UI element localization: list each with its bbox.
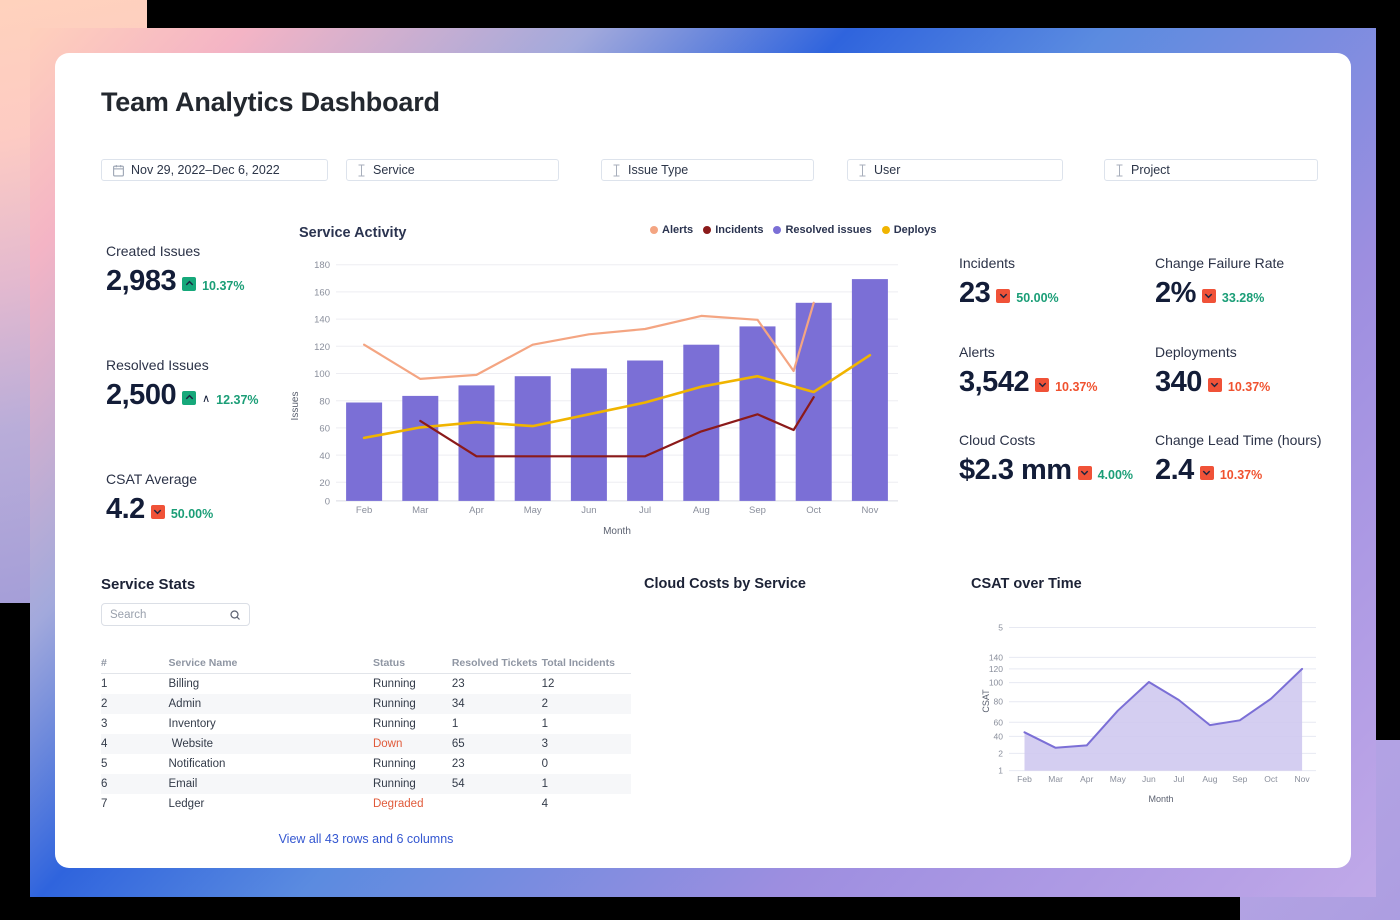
svg-text:140: 140 [314,315,330,326]
svg-text:Jul: Jul [639,505,651,516]
svg-text:Apr: Apr [1080,774,1093,784]
svg-text:5: 5 [998,623,1003,633]
svg-text:Aug: Aug [1202,774,1217,784]
svg-text:Nov: Nov [861,505,878,516]
svg-text:Sep: Sep [1232,774,1247,784]
svg-text:40: 40 [994,731,1004,741]
svg-text:Mar: Mar [1048,774,1063,784]
svg-text:140: 140 [989,652,1003,662]
svg-text:120: 120 [314,342,330,353]
svg-text:80: 80 [994,697,1004,707]
svg-text:Jun: Jun [1142,774,1156,784]
svg-text:120: 120 [989,664,1003,674]
svg-text:1: 1 [998,766,1003,776]
svg-text:Feb: Feb [356,505,372,516]
svg-text:Apr: Apr [469,505,484,516]
svg-text:Issues: Issues [290,392,301,421]
svg-text:20: 20 [319,478,330,489]
svg-text:Aug: Aug [693,505,710,516]
svg-text:40: 40 [319,451,330,462]
svg-text:Oct: Oct [1264,774,1278,784]
svg-text:80: 80 [319,397,330,408]
svg-text:Mar: Mar [412,505,428,516]
svg-text:2: 2 [998,748,1003,758]
svg-text:May: May [1110,774,1127,784]
svg-text:Feb: Feb [1017,774,1032,784]
svg-text:Sep: Sep [749,505,766,516]
svg-text:60: 60 [994,717,1004,727]
svg-text:Month: Month [1148,794,1173,804]
svg-text:Jun: Jun [581,505,596,516]
svg-text:Oct: Oct [806,505,821,516]
svg-text:May: May [524,505,542,516]
svg-text:60: 60 [319,424,330,435]
svg-text:100: 100 [989,678,1003,688]
svg-text:CSAT: CSAT [981,689,991,713]
svg-text:Jul: Jul [1173,774,1184,784]
svg-text:Nov: Nov [1295,774,1311,784]
svg-text:Month: Month [603,526,631,537]
svg-text:100: 100 [314,369,330,380]
svg-text:160: 160 [314,288,330,299]
svg-text:180: 180 [314,260,330,271]
svg-text:0: 0 [325,497,330,508]
